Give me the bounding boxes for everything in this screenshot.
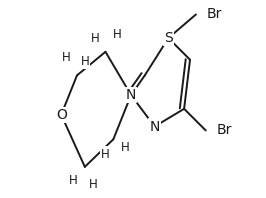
Text: O: O: [56, 108, 67, 122]
Text: Br: Br: [217, 124, 232, 137]
Text: H: H: [91, 31, 100, 45]
Text: H: H: [113, 28, 122, 41]
Text: Br: Br: [207, 8, 222, 21]
Text: H: H: [101, 148, 110, 161]
Text: H: H: [80, 55, 89, 68]
Text: H: H: [89, 178, 98, 191]
Text: H: H: [121, 141, 130, 154]
Text: H: H: [69, 174, 77, 187]
Text: N: N: [149, 120, 160, 133]
Text: N: N: [126, 88, 136, 102]
Text: S: S: [164, 31, 173, 45]
Text: H: H: [62, 51, 70, 64]
